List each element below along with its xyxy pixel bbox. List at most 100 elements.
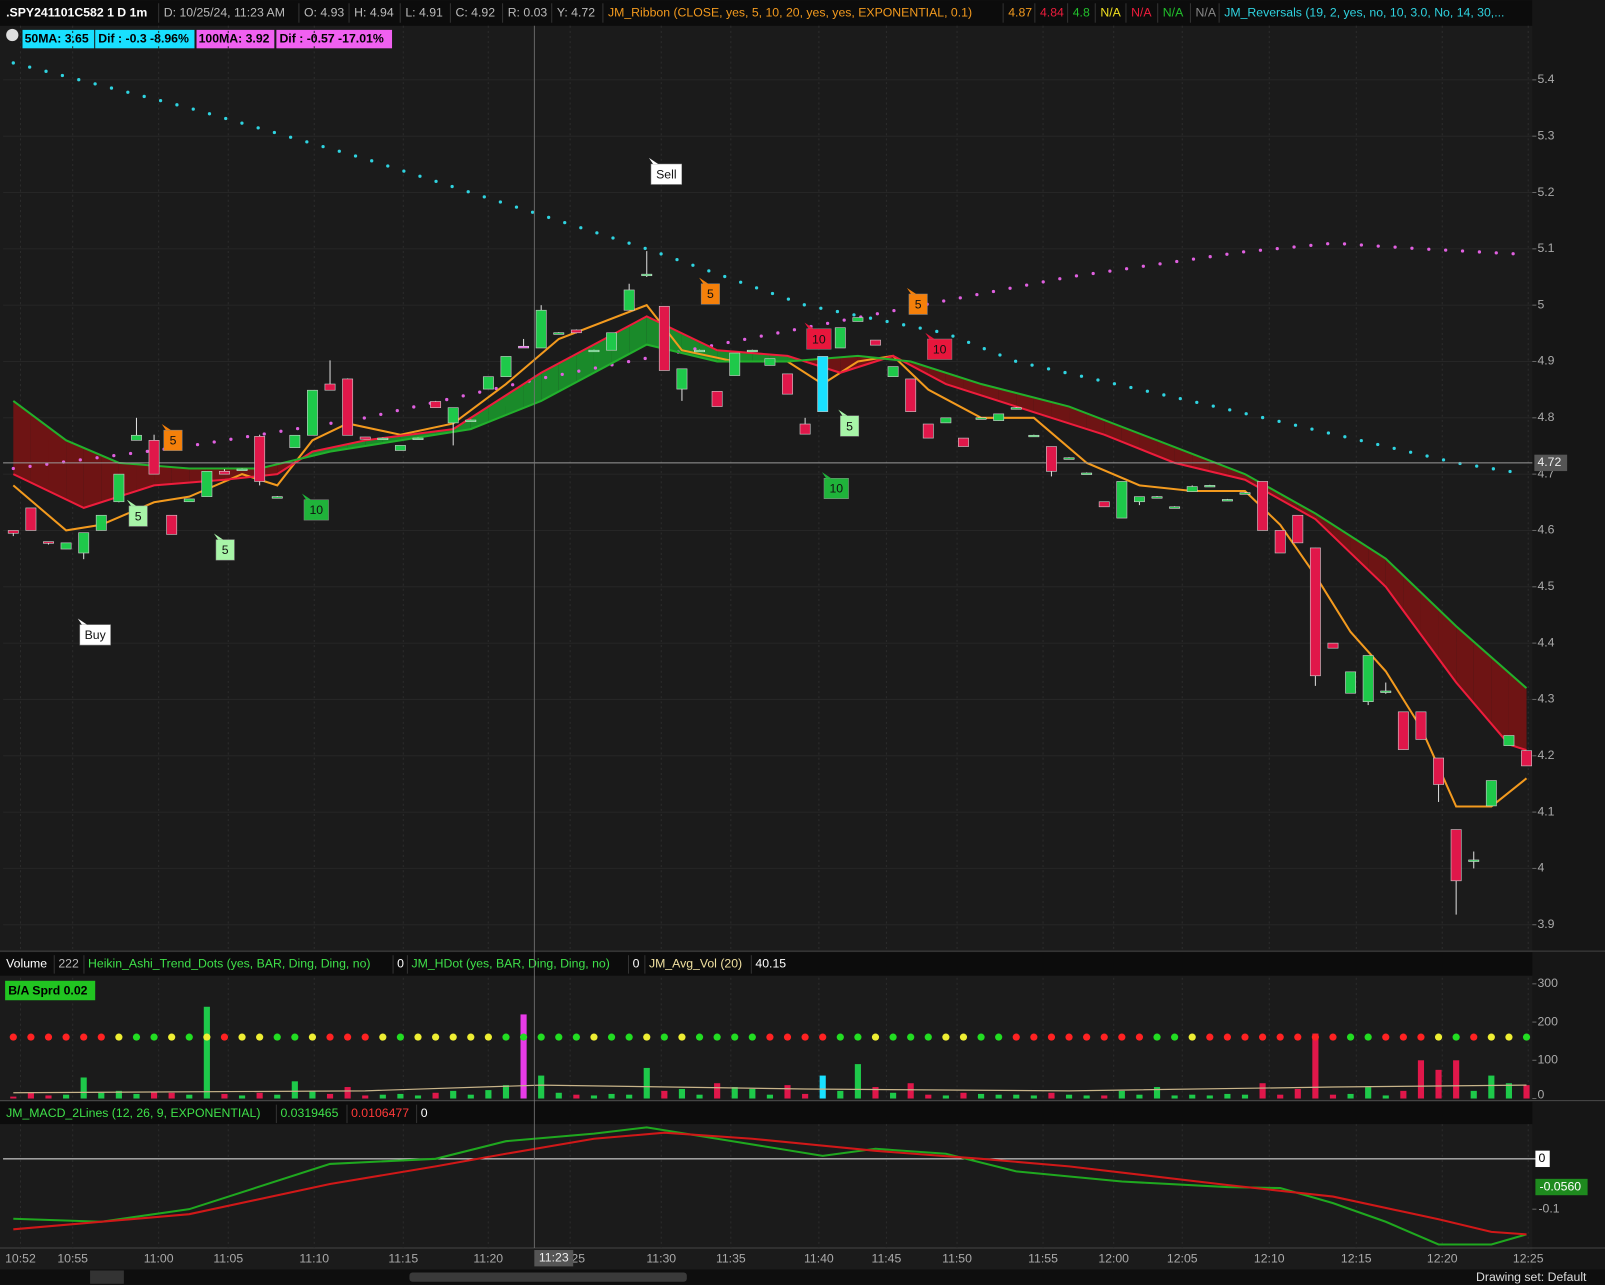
candle-body — [975, 417, 987, 420]
trend-dot — [1100, 1033, 1108, 1041]
volume-bar — [379, 1094, 386, 1099]
trend-dot — [9, 1033, 17, 1041]
annotation-bubble — [908, 293, 928, 315]
volume-bar — [63, 1094, 70, 1099]
volume-bar — [1118, 1090, 1125, 1099]
candle-body — [236, 468, 248, 471]
candle-body — [1239, 492, 1251, 495]
y-tick-label: 100 — [1537, 1053, 1558, 1067]
candle-body — [394, 445, 406, 451]
trend-dot — [1311, 1033, 1319, 1041]
trend-dot — [889, 1033, 897, 1041]
candle-body — [1485, 780, 1497, 807]
candle-body — [1028, 434, 1040, 438]
candle-body — [676, 368, 688, 390]
y-tick-label: -0.1 — [1538, 1201, 1559, 1215]
footer-bar — [0, 1269, 1605, 1285]
candle-body — [606, 332, 617, 351]
plot-layer: 10:5210:5511:0011:0511:1011:1511:2011:25… — [3, 3, 1588, 1267]
trend-dot — [1083, 1033, 1091, 1041]
y-tick-label: 5.2 — [1537, 185, 1554, 199]
trend-dot — [1417, 1033, 1425, 1041]
trend-dot — [977, 1033, 985, 1041]
time-label: 11:35 — [716, 1251, 746, 1265]
annotation-tail — [925, 332, 935, 340]
volume-bar — [626, 1094, 633, 1099]
candle-body — [1415, 711, 1427, 740]
candle-body — [1257, 481, 1269, 531]
volume-bar — [907, 1083, 914, 1099]
trend-dot — [1452, 1033, 1460, 1041]
ma-box — [95, 29, 195, 49]
trend-dot — [995, 1033, 1003, 1041]
candle-body — [1081, 472, 1093, 475]
time-label: 11:55 — [1028, 1251, 1058, 1265]
time-label: 11:05 — [213, 1251, 243, 1265]
y-tick-label: 5.3 — [1537, 128, 1554, 142]
volume-bar — [1400, 1090, 1407, 1099]
trend-dot — [115, 1033, 123, 1041]
scrollbar-thumb[interactable] — [409, 1272, 687, 1282]
trend-dot — [1118, 1033, 1126, 1041]
trend-dot — [713, 1033, 721, 1041]
volume-bar — [27, 1092, 34, 1099]
info-icon[interactable] — [6, 28, 19, 42]
volume-bar — [784, 1085, 791, 1099]
candle-body — [447, 407, 459, 424]
annotation-bubble — [927, 338, 953, 360]
volume-bar — [1294, 1088, 1301, 1099]
volume-bar — [1453, 1060, 1460, 1099]
header-bar — [0, 0, 1533, 26]
y-tick-label: 4.6 — [1537, 523, 1554, 537]
candle-body — [500, 356, 512, 378]
zero-box — [1535, 1150, 1550, 1168]
trend-dot — [1153, 1033, 1161, 1041]
candle-body — [359, 436, 371, 440]
candle-body — [1327, 642, 1339, 649]
candle-body — [1063, 457, 1075, 460]
trend-dot — [942, 1033, 950, 1041]
volume-bar — [995, 1094, 1002, 1099]
volume-bar — [1171, 1095, 1178, 1099]
time-label: 11:20 — [473, 1251, 503, 1265]
trend-dot — [678, 1033, 686, 1041]
candle-body — [1397, 711, 1409, 750]
trend-dot — [1030, 1033, 1038, 1041]
footer-button[interactable] — [90, 1270, 124, 1284]
candle-body — [694, 349, 705, 353]
annotation-tail — [126, 499, 137, 506]
volume-bar — [256, 1092, 263, 1099]
trend-dot — [1382, 1033, 1390, 1041]
volume-bar — [397, 1093, 404, 1099]
volume-bar — [326, 1093, 334, 1099]
candle-body — [7, 530, 19, 534]
volume-bar — [872, 1087, 879, 1099]
annotation-bubble — [840, 415, 860, 437]
trend-dot — [607, 1033, 616, 1041]
volume-bar — [661, 1090, 668, 1099]
macd-header-bar — [0, 1101, 1533, 1125]
candle-body — [289, 434, 301, 448]
candle-body — [1292, 514, 1304, 544]
annotation-tail — [301, 493, 312, 500]
ribbon-value: N/A — [1100, 6, 1121, 20]
trend-dot — [555, 1033, 563, 1041]
ribbon-value: 4.84 — [1040, 6, 1064, 20]
y-tick-label: 5 — [1537, 297, 1544, 311]
ribbon-fill — [171, 467, 190, 484]
volume-bar — [1189, 1094, 1196, 1099]
candle-body — [166, 514, 178, 535]
candle-body — [623, 289, 635, 311]
trend-dot — [783, 1033, 792, 1041]
time-label: 11:00 — [144, 1251, 174, 1265]
candle-body — [658, 305, 670, 371]
candle-body — [219, 471, 230, 475]
time-label: 11:40 — [804, 1251, 834, 1265]
candle-body — [1151, 496, 1163, 499]
candle-body — [78, 532, 90, 554]
header-field: H: 4.94 — [354, 6, 394, 20]
candle-body — [465, 419, 477, 422]
volume-header: 0 — [397, 957, 404, 971]
trend-dot — [273, 1033, 281, 1041]
volume-bar — [731, 1087, 738, 1099]
